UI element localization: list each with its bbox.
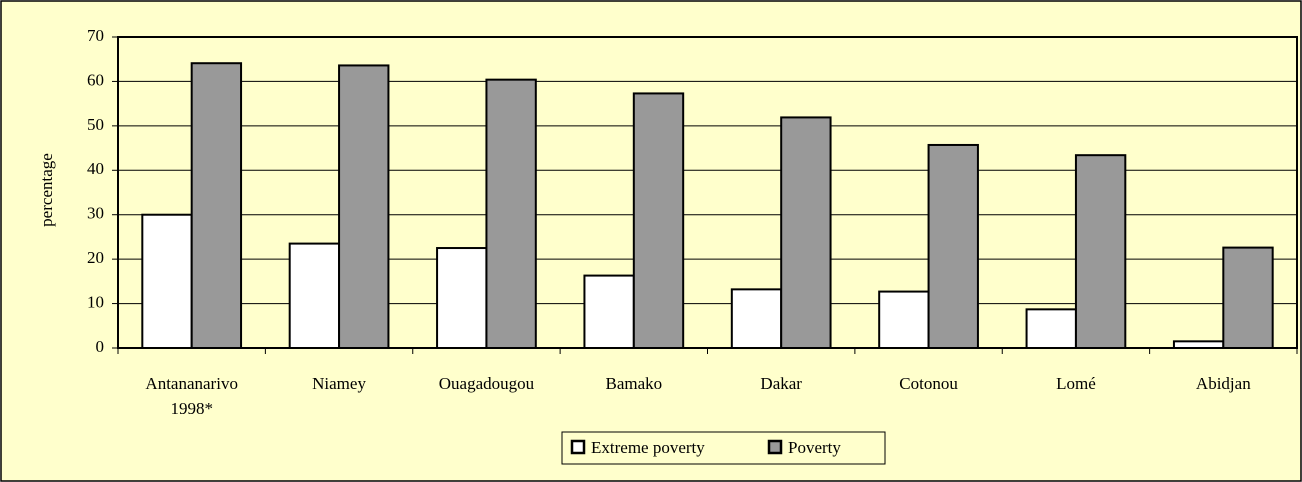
legend-label: Poverty	[788, 438, 841, 457]
bar	[338, 64, 390, 349]
bar	[1074, 154, 1127, 349]
legend-swatch	[767, 439, 783, 455]
bar	[288, 242, 341, 349]
bar	[878, 290, 930, 349]
legend-swatch	[570, 439, 586, 455]
x-tick-label: Abidjan	[1196, 374, 1251, 393]
y-tick-label: 40	[87, 159, 104, 178]
bar	[1025, 308, 1077, 349]
bar	[436, 247, 488, 350]
x-tick-label: Niamey	[312, 374, 366, 393]
bar	[485, 78, 537, 349]
x-tick-label: Bamako	[605, 374, 662, 393]
x-tick-label: Dakar	[760, 374, 802, 393]
bar	[583, 274, 635, 349]
bar	[190, 62, 243, 349]
x-tick-label: Ouagadougou	[439, 374, 535, 393]
y-tick-label: 50	[87, 115, 104, 134]
bar	[730, 288, 783, 349]
plot-border	[117, 36, 1298, 349]
y-tick-label: 70	[87, 26, 104, 45]
bar	[780, 116, 832, 349]
x-tick-label: Lomé	[1056, 374, 1096, 393]
bar	[1222, 246, 1274, 349]
bar	[141, 213, 193, 349]
y-tick-label: 30	[87, 204, 104, 223]
legend-label: Extreme poverty	[591, 438, 705, 457]
y-tick-label: 60	[87, 70, 104, 89]
y-tick-label: 0	[96, 337, 105, 356]
legend	[561, 431, 886, 465]
y-tick-label: 20	[87, 248, 104, 267]
bar	[927, 143, 979, 349]
y-axis-label: percentage	[37, 153, 56, 227]
y-tick-label: 10	[87, 292, 104, 311]
bar	[632, 92, 685, 349]
x-tick-label: Cotonou	[899, 374, 958, 393]
x-tick-label: Antananarivo 1998*	[145, 374, 238, 418]
